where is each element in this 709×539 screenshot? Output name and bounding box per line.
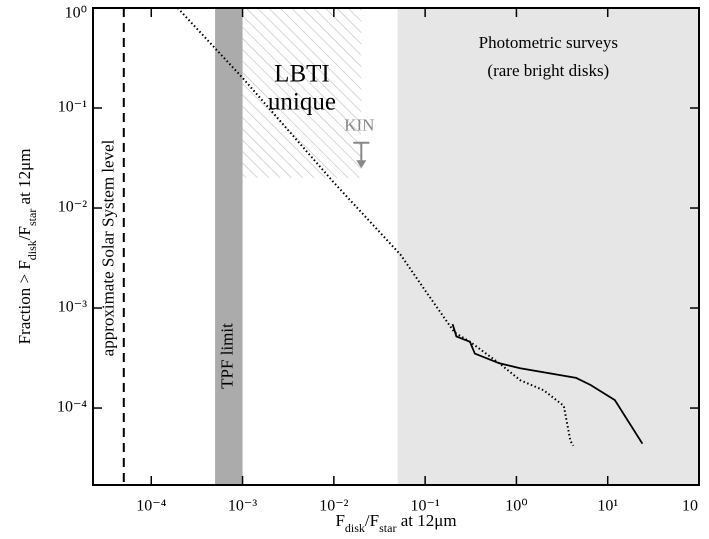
x-axis-label-part: F — [335, 511, 344, 530]
band-label: (rare bright disks) — [487, 61, 609, 80]
x-tick-label: 10⁻¹ — [411, 498, 440, 515]
x-tick-label: 10 — [682, 498, 698, 515]
y-axis-label-part: star — [25, 209, 39, 226]
y-axis-label-part: at 12μm — [15, 149, 34, 209]
plot-frame — [92, 7, 700, 486]
x-axis-label-part: star — [379, 521, 396, 535]
y-axis-label: Fraction > Fdisk/Fstar at 12μm — [15, 149, 39, 345]
y-tick-label: 10⁻² — [58, 199, 87, 216]
x-axis-label-part: /F — [365, 511, 379, 530]
x-tick-label: 10⁻³ — [228, 498, 257, 515]
x-axis-label-part: at 12μm — [396, 511, 456, 530]
x-tick-label: 10⁻² — [319, 498, 348, 515]
band-label: unique — [268, 89, 336, 116]
band-label: Photometric surveys — [479, 33, 618, 52]
region-band — [242, 8, 362, 178]
region-band — [215, 8, 243, 485]
y-tick-label: 10⁻³ — [58, 299, 87, 316]
band-label: TPF limit — [218, 323, 237, 389]
region-band — [397, 8, 699, 485]
y-tick-label: 10⁰ — [65, 5, 87, 22]
y-axis-label-part: /F — [15, 226, 34, 240]
y-tick-label: 10⁻⁴ — [57, 399, 87, 416]
x-axis-label-part: disk — [345, 521, 365, 535]
band-label: LBTI — [274, 61, 330, 88]
y-axis-label-part: disk — [25, 240, 39, 260]
y-axis-label-part: Fraction > F — [15, 260, 34, 344]
x-tick-label: 10⁻⁴ — [136, 498, 166, 515]
plot-area — [122, 8, 699, 485]
x-axis-label: Fdisk/Fstar at 12μm — [335, 511, 456, 535]
x-tick-label: 10¹ — [597, 498, 618, 515]
reference-label: approximate Solar System level — [99, 139, 118, 356]
y-tick-label: 10⁻¹ — [58, 99, 87, 116]
x-tick-label: 10⁰ — [505, 498, 527, 515]
limit-label: KIN — [344, 116, 374, 135]
data-line — [451, 323, 644, 445]
limit-arrow-head — [356, 160, 367, 169]
